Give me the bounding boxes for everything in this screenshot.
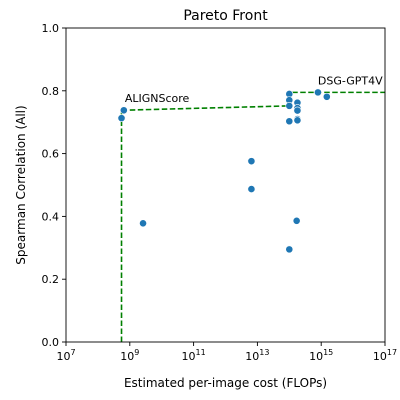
x-tick-label: 1013 <box>245 348 269 363</box>
y-tick-label: 0.8 <box>42 85 60 98</box>
x-axis-label: Estimated per-image cost (FLOPs) <box>124 376 327 390</box>
scatter-point <box>285 101 294 110</box>
scatter-point <box>247 157 256 166</box>
plot-area: ALIGNScore DSG-GPT4V 107 109 1011 1013 1015 101… <box>42 22 398 363</box>
x-tick-label: 109 <box>120 348 139 363</box>
point-annotation: ALIGNScore <box>125 92 190 105</box>
y-tick-label: 0.4 <box>42 210 60 223</box>
chart-title: Pareto Front <box>183 8 268 24</box>
y-axis-label: Spearman Correlation (All) <box>14 105 28 264</box>
scatter-point <box>314 88 322 97</box>
x-tick-label: 1015 <box>309 348 333 363</box>
y-tick-label: 0.6 <box>42 148 60 161</box>
point-annotation: DSG-GPT4V <box>318 75 383 88</box>
scatter-point <box>119 106 128 115</box>
x-tick-label: 1011 <box>182 348 206 363</box>
axes-frame <box>65 27 386 343</box>
scatter-point <box>293 106 302 115</box>
x-tick-label: 1017 <box>373 348 397 363</box>
scatter-point <box>247 185 256 193</box>
y-tick-label: 1.0 <box>42 22 60 35</box>
y-tick-label: 0.0 <box>42 336 60 349</box>
scatter-point <box>292 216 301 225</box>
y-tick-label: 0.2 <box>42 273 60 286</box>
scatter-point <box>285 245 294 254</box>
scatter-point <box>285 117 294 126</box>
scatter-point <box>139 219 147 228</box>
scatter-point <box>117 114 126 123</box>
scatter-point <box>322 92 331 101</box>
x-tick-label: 107 <box>56 348 75 363</box>
scatter-point <box>293 116 302 125</box>
